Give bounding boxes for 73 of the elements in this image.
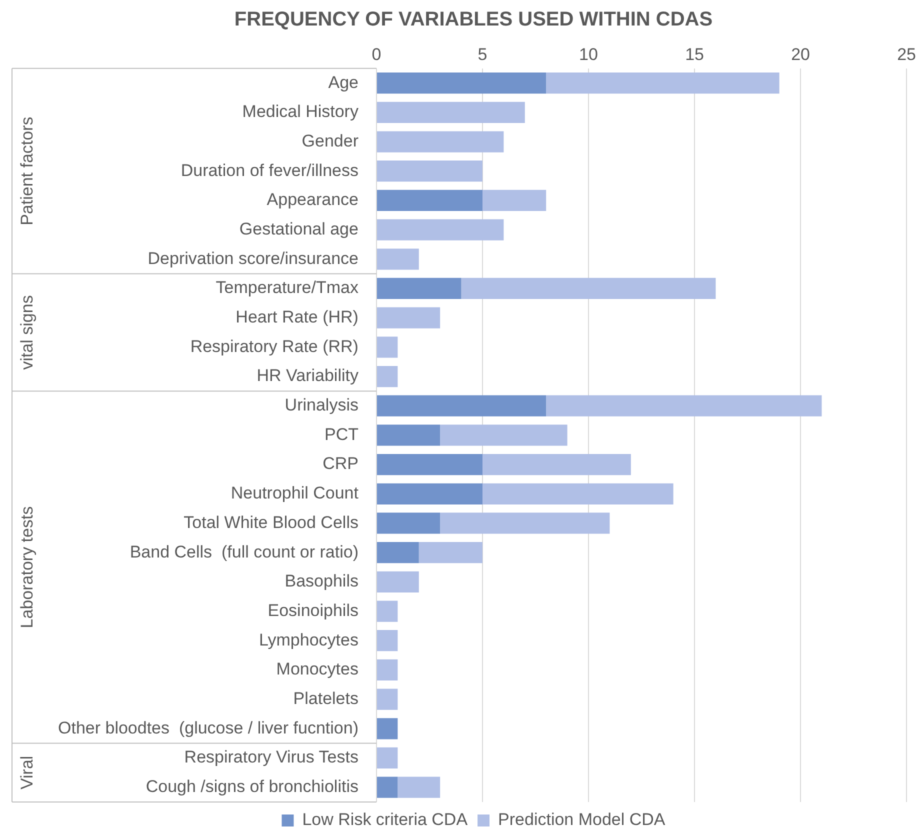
bar [482,190,546,212]
bar [376,248,419,270]
bar [376,512,440,534]
y-tick-label: Other bloodtes (glucose / liver fucntion) [58,718,358,738]
x-tick-label: 10 [579,44,598,64]
y-tick-label: Heart Rate (HR) [236,308,358,327]
bar [376,102,525,123]
text: Laboratory tests [18,506,37,628]
y-tick-label: Band Cells (full count or ratio) [130,542,358,562]
bar [376,424,440,446]
bar [376,718,398,740]
bar [418,542,482,564]
bar [376,688,398,710]
y-tick-label: Monocytes [276,660,358,679]
bar [376,395,546,416]
x-tick-label: 20 [791,44,810,64]
bar [376,454,482,476]
y-tick-label: Respiratory Rate (RR) [190,336,358,356]
bar [482,454,631,476]
y-tick-label: Gender [302,131,359,150]
bar [546,72,780,94]
chart-title: FREQUENCY OF VARIABLES USED WITHIN CDAS [234,8,713,31]
y-tick-label: CRP [322,454,358,474]
bar [376,542,419,564]
y-tick-label: Eosinoiphils [268,600,358,620]
y-tick-label: Gestational age [239,219,358,238]
bar [376,600,398,622]
bar [376,278,462,300]
bar [461,278,716,300]
y-tick-label: HR Variability [256,366,359,386]
text: vital signs [18,295,37,370]
bar [376,336,398,358]
y-tick-label: Medical History [242,102,359,122]
bar [376,219,504,240]
y-tick-label: Urinalysis [284,396,358,415]
bar [398,776,440,798]
y-tick-label: Platelets [293,688,358,708]
y-tick-label: Lymphocytes [258,630,358,650]
y-tick-label: Neutrophil Count [230,484,359,503]
y-tick-label: Temperature/Tmax [216,278,359,298]
text: Patient factors [18,116,37,226]
y-tick-label: Total White Blood Cells [184,512,358,532]
bar [376,190,482,212]
bar [376,747,398,769]
bar [376,776,398,798]
y-tick-label: Cough /signs of bronchiolitis [146,777,358,796]
y-tick-label: Basophils [284,572,358,591]
bar [376,571,419,592]
y-tick-label: Age [328,72,358,92]
bar [376,72,546,94]
y-tick-label: Respiratory Virus Tests [184,748,358,767]
bar [546,395,822,416]
x-tick-label: 25 [897,44,916,64]
bar [376,630,398,652]
bar [440,512,610,534]
y-tick-label: Appearance [266,190,358,210]
bar [376,131,504,152]
legend-label: Low Risk criteria CDA [302,810,468,830]
x-tick-label: 0 [372,44,382,64]
y-tick-label: Deprivation score/insurance [148,248,358,268]
bar [376,307,440,328]
bar [440,424,568,446]
bar [376,659,398,681]
bar [482,483,674,504]
x-tick-label: 5 [478,44,488,64]
text: Viral [18,756,37,790]
y-tick-label: PCT [324,424,358,444]
x-tick-label: 15 [685,44,704,64]
bar [376,160,482,182]
y-tick-label: Duration of fever/illness [180,160,358,180]
legend-label: Prediction Model CDA [498,810,666,830]
bar [376,366,398,388]
bar [376,483,482,504]
